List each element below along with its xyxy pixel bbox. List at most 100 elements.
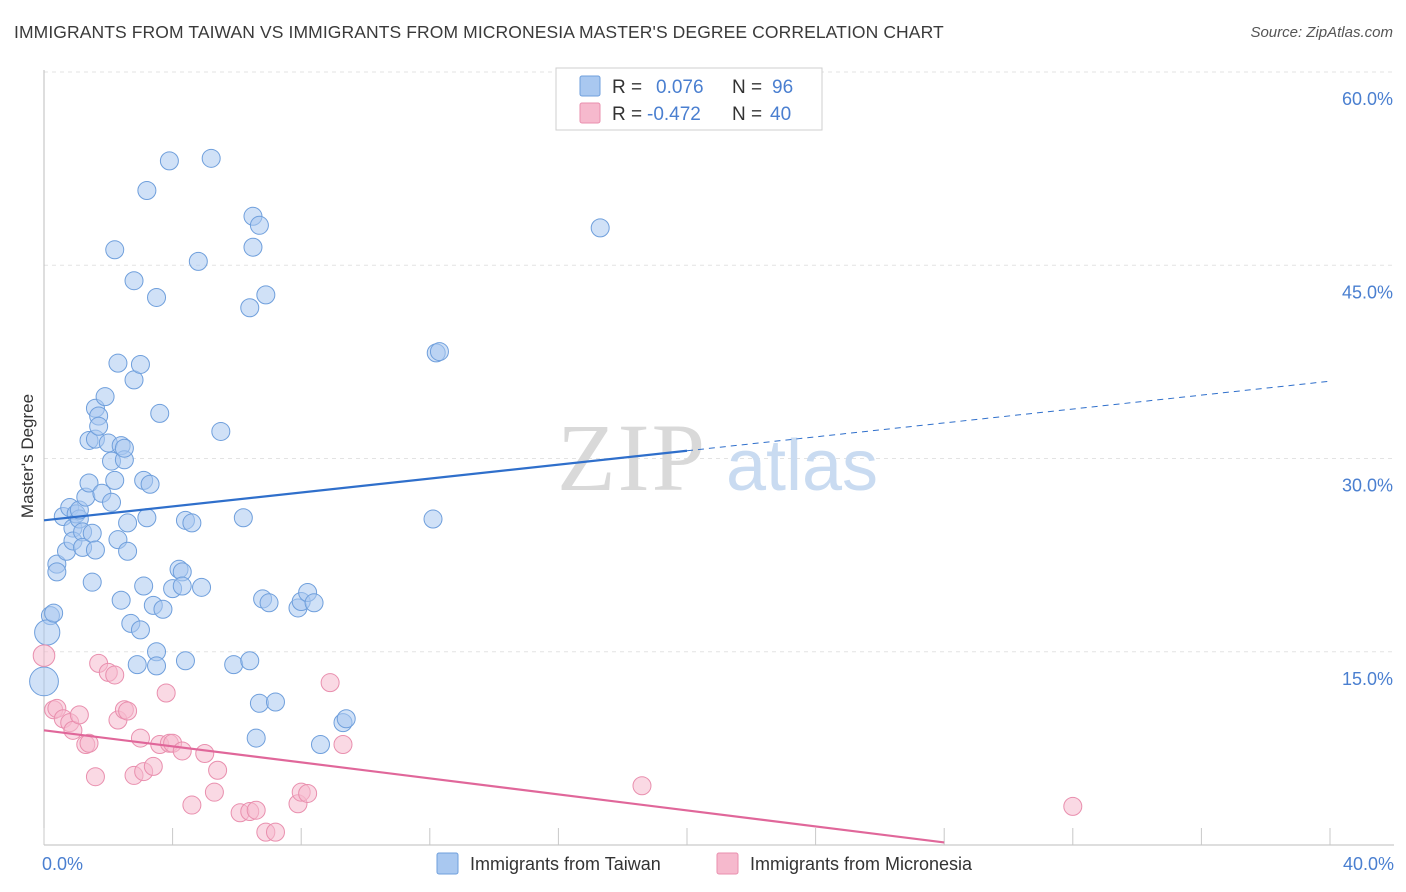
micronesia-point-37 [320, 673, 340, 693]
taiwan-point-45 [130, 354, 150, 374]
stats-legend-micronesia-swatch [579, 102, 601, 124]
micronesia-point-24 [172, 741, 192, 761]
taiwan-point-66 [188, 251, 208, 271]
micronesia-point-36 [298, 783, 318, 803]
x-axis-ticks [43, 828, 1331, 845]
micronesia-point-40 [1063, 796, 1083, 816]
taiwan-point-50 [137, 181, 157, 201]
micronesia-point-0 [32, 644, 56, 667]
taiwan-point-25 [85, 540, 105, 560]
taiwan-point-67 [192, 577, 212, 597]
taiwan-point-54 [147, 656, 167, 676]
taiwan-point-93 [590, 218, 610, 238]
taiwan-point-51 [140, 474, 160, 494]
taiwan-point-58 [159, 151, 179, 171]
micronesia-point-39 [632, 776, 652, 796]
micronesia-point-9 [85, 767, 105, 787]
taiwan-point-24 [89, 416, 109, 436]
taiwan-point-30 [102, 492, 122, 512]
grid-lines [44, 71, 1394, 653]
taiwan-point-82 [265, 692, 285, 712]
taiwan-point-77 [249, 693, 269, 713]
stats-legend-taiwan-n-value: 96 [772, 77, 793, 98]
micronesia-trend-line [43, 729, 945, 844]
watermark-atlas: atlas [726, 426, 878, 506]
micronesia-point-17 [130, 728, 150, 748]
taiwan-point-80 [256, 285, 276, 305]
taiwan-point-2 [29, 666, 59, 697]
micronesia-point-26 [195, 744, 215, 764]
taiwan-point-92 [429, 342, 449, 362]
taiwan-point-86 [304, 593, 324, 613]
micronesia-point-21 [156, 683, 176, 703]
taiwan-point-70 [224, 655, 244, 675]
taiwan-point-5 [47, 562, 67, 582]
taiwan-point-1 [34, 619, 61, 646]
taiwan-point-20 [82, 572, 102, 592]
taiwan-point-78 [249, 215, 269, 235]
taiwan-trend-line [43, 449, 688, 522]
taiwan-point-72 [240, 298, 260, 318]
x-tick-label-min: 0.0% [42, 854, 83, 874]
taiwan-point-62 [172, 576, 192, 596]
taiwan-point-31 [105, 470, 125, 490]
stats-legend-micronesia-r-label: R = [612, 104, 642, 125]
source-label: Source: ZipAtlas.com [1250, 24, 1393, 41]
micronesia-point-8 [79, 733, 99, 753]
taiwan-point-27 [95, 387, 115, 407]
micronesia-point-27 [204, 782, 224, 802]
taiwan-trend-extension [686, 380, 1331, 452]
stats-legend-taiwan-r-value: 0.076 [656, 77, 704, 98]
taiwan-point-76 [246, 728, 266, 748]
stats-legend-micronesia-n-value: 40 [770, 104, 791, 125]
stats-legend-micronesia-r-value: -0.472 [647, 104, 701, 125]
micronesia-point-31 [246, 800, 266, 820]
taiwan-point-56 [150, 403, 170, 423]
series-legend: Immigrants from Taiwan Immigrants from M… [436, 852, 973, 875]
micronesia-point-28 [208, 760, 228, 780]
taiwan-point-90 [423, 509, 443, 529]
taiwan-point-44 [127, 655, 147, 675]
y-tick-label-30: 30.0% [1342, 476, 1393, 496]
taiwan-point-65 [182, 513, 202, 533]
taiwan-point-39 [118, 541, 138, 561]
taiwan-point-49 [137, 508, 157, 528]
taiwan-point-46 [130, 620, 150, 640]
series-legend-taiwan-swatch [436, 852, 459, 875]
stats-legend-taiwan-n-label: N = [732, 77, 762, 98]
taiwan-point-40 [118, 513, 138, 533]
micronesia-point-38 [333, 735, 353, 755]
y-tick-label-45: 45.0% [1342, 282, 1393, 302]
taiwan-point-87 [310, 735, 330, 755]
micronesia-point-6 [69, 705, 89, 725]
y-axis-label: Master's Degree [18, 394, 37, 518]
taiwan-point-55 [147, 287, 167, 307]
taiwan-point-47 [134, 576, 154, 596]
taiwan-points [29, 148, 610, 755]
taiwan-point-34 [108, 353, 128, 373]
chart-title: IMMIGRANTS FROM TAIWAN VS IMMIGRANTS FRO… [14, 22, 944, 42]
taiwan-point-68 [201, 148, 221, 168]
taiwan-point-43 [124, 271, 144, 291]
y-tick-label-15: 15.0% [1342, 669, 1393, 689]
micronesia-point-19 [143, 756, 163, 776]
micronesia-point-25 [182, 795, 202, 815]
taiwan-point-38 [114, 438, 134, 458]
taiwan-point-35 [111, 590, 131, 610]
stats-legend-taiwan-swatch [579, 75, 601, 97]
taiwan-point-74 [243, 237, 263, 257]
micronesia-points [32, 644, 1083, 842]
taiwan-point-57 [153, 599, 173, 619]
series-legend-micronesia-label: Immigrants from Micronesia [750, 854, 973, 874]
taiwan-point-32 [105, 240, 125, 260]
stats-legend: R = 0.076 N = 96 R = -0.472 N = 40 [555, 67, 823, 131]
taiwan-point-89 [336, 709, 356, 729]
taiwan-point-71 [233, 508, 253, 528]
taiwan-point-3 [44, 603, 64, 623]
stats-legend-taiwan-r-label: R = [612, 77, 642, 98]
series-legend-taiwan-label: Immigrants from Taiwan [470, 854, 661, 874]
micronesia-point-15 [118, 701, 138, 721]
y-axis-tick-labels: 15.0% 30.0% 45.0% 60.0% [1342, 89, 1393, 689]
taiwan-point-64 [175, 651, 195, 671]
